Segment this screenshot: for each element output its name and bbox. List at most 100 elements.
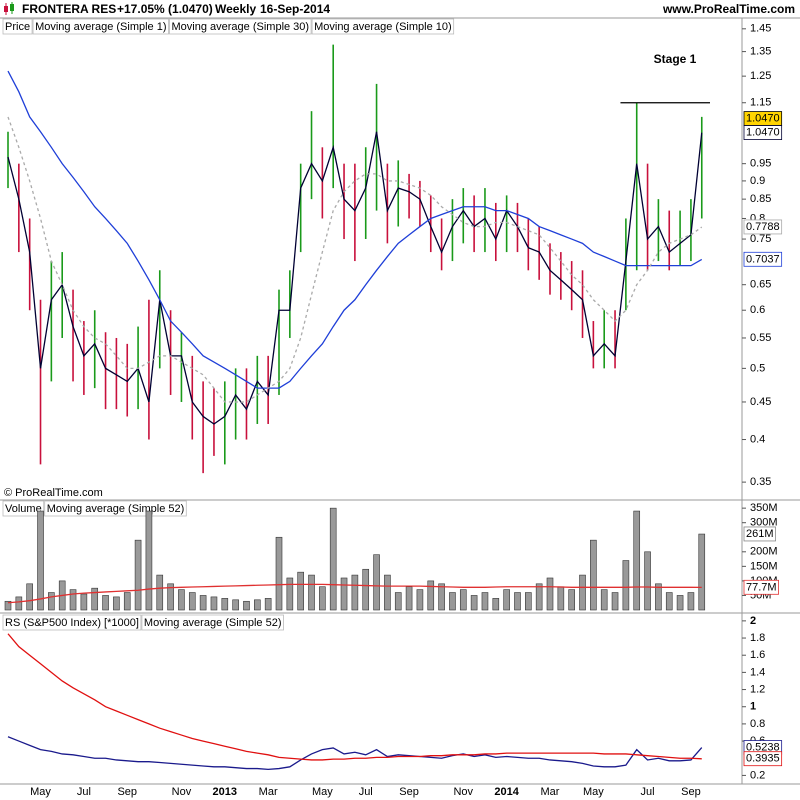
volume-bar	[622, 560, 630, 611]
volume-bar	[698, 533, 706, 611]
y-tick-label: 0.6	[750, 304, 765, 316]
x-tick-label: May	[583, 786, 604, 798]
legend-label: Moving average (Simple 52)	[144, 617, 282, 629]
volume-bar	[26, 583, 33, 611]
last-value-label: 0.7788	[743, 219, 783, 235]
legend-box	[2, 18, 33, 35]
series-line	[7, 131, 703, 425]
legend-box	[2, 500, 45, 517]
x-tick-label: Mar	[541, 786, 560, 798]
symbol: FRONTERA RES	[22, 2, 116, 16]
volume-bar	[91, 587, 99, 611]
y-tick-label: 350M	[750, 502, 778, 514]
last-value-label-box	[743, 751, 783, 767]
y-tick-label: 0.8	[750, 718, 765, 730]
volume-bar	[199, 595, 207, 611]
x-tick-label: Mar	[259, 786, 278, 798]
volume-bar	[156, 574, 164, 611]
volume-bar	[438, 583, 445, 611]
legend-label: Price	[5, 21, 30, 33]
y-tick-label: 1.25	[750, 70, 771, 82]
volume-bar	[665, 592, 673, 611]
legend-box	[32, 18, 169, 35]
legend-label: Moving average (Simple 52)	[47, 503, 185, 515]
legend-box	[2, 614, 142, 631]
legend-item: RS (S&P500 Index) [*1000]	[2, 614, 142, 631]
volume-bar	[80, 593, 88, 611]
legend-item: Moving average (Simple 52)	[141, 614, 284, 631]
volume-bar	[373, 554, 380, 611]
y-tick-label: 0.75	[750, 233, 771, 245]
volume-bar	[37, 510, 44, 611]
volume-bar	[568, 589, 575, 611]
legend-box	[311, 18, 455, 35]
volume-bar	[514, 592, 521, 611]
last-value-label-box	[743, 125, 783, 140]
y-tick-label: 1.45	[750, 23, 771, 35]
y-tick-label: 1.4	[750, 666, 765, 678]
legend-item: Moving average (Simple 10)	[311, 18, 455, 35]
legend-item: Moving average (Simple 30)	[169, 18, 312, 35]
y-tick-label: 0.5	[750, 362, 765, 374]
legend-label: Moving average (Simple 1)	[35, 21, 166, 33]
legend-item: Volume	[2, 500, 45, 517]
last-value-label-text: 1.0470	[746, 127, 780, 139]
y-tick-label: 0.35	[750, 476, 771, 488]
y-tick-label: 1.2	[750, 683, 765, 695]
site: www.ProRealTime.com	[662, 2, 795, 16]
app-icon	[4, 2, 14, 15]
last-value-label-box	[743, 579, 779, 595]
last-value-label-text: 0.7788	[746, 221, 780, 233]
last-value-label-text: 261M	[746, 528, 774, 540]
x-tick-label: 2014	[494, 786, 519, 798]
x-tick-label: Nov	[172, 786, 192, 798]
volume-bar	[655, 583, 662, 611]
volume-bar	[633, 510, 641, 611]
x-tick-label: Nov	[453, 786, 473, 798]
last-value-label: 1.0470	[743, 125, 783, 140]
legend-item: Moving average (Simple 1)	[32, 18, 169, 35]
legend-item: Moving average (Simple 52)	[44, 500, 187, 517]
y-tick-label: 1.35	[750, 46, 771, 58]
y-tick-label: 1.15	[750, 97, 771, 109]
last-price-label: 1.0470	[743, 111, 783, 126]
y-tick-label: 0.65	[750, 279, 771, 291]
volume-bar	[243, 600, 250, 611]
y-tick-label: 300M	[750, 517, 778, 529]
volume-bar	[384, 574, 391, 611]
volume-bar	[579, 574, 586, 611]
volume-bar	[264, 598, 272, 611]
legend-label: RS (S&P500 Index) [*1000]	[5, 617, 139, 629]
volume-bar	[449, 592, 456, 611]
volume-bar	[254, 599, 261, 611]
last-value-label-box	[743, 219, 783, 235]
x-tick-label: Jul	[77, 786, 91, 798]
x-tick-label: May	[312, 786, 333, 798]
y-tick-label: 0.95	[750, 158, 771, 170]
volume-bar	[188, 592, 196, 611]
volume-bar	[275, 536, 283, 611]
volume-bar	[416, 589, 424, 611]
y-tick-label: 0.55	[750, 332, 771, 344]
volume-bar	[459, 589, 467, 611]
volume-bar	[427, 580, 435, 611]
volume-bar	[557, 586, 565, 611]
last-price-label-text: 1.0470	[746, 113, 780, 125]
legend-box	[141, 614, 284, 631]
volume-bar	[405, 586, 413, 611]
volume-bar	[178, 589, 185, 611]
volume-bar	[145, 510, 153, 611]
volume-bar	[535, 583, 543, 611]
volume-bar	[113, 596, 120, 611]
last-value-label-text: 0.5238	[746, 742, 780, 754]
volume-bar	[470, 595, 478, 611]
volume-bar	[340, 577, 348, 611]
x-tick-label: Jul	[359, 786, 373, 798]
legend-box	[169, 18, 312, 35]
volume-bar	[546, 577, 554, 611]
x-tick-label: Sep	[399, 786, 419, 798]
series-line	[7, 583, 702, 604]
volume-bar	[687, 592, 695, 611]
